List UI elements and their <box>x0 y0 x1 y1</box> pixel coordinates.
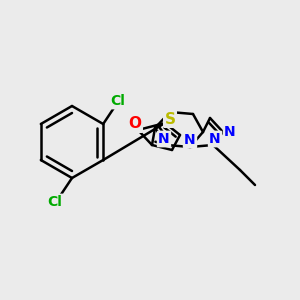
Text: Cl: Cl <box>111 94 126 108</box>
Text: N: N <box>158 132 170 146</box>
Text: N: N <box>184 133 196 147</box>
Text: N: N <box>209 132 221 146</box>
Text: O: O <box>128 116 142 131</box>
Text: S: S <box>164 112 175 127</box>
Text: N: N <box>224 125 236 139</box>
Text: Cl: Cl <box>48 195 62 209</box>
